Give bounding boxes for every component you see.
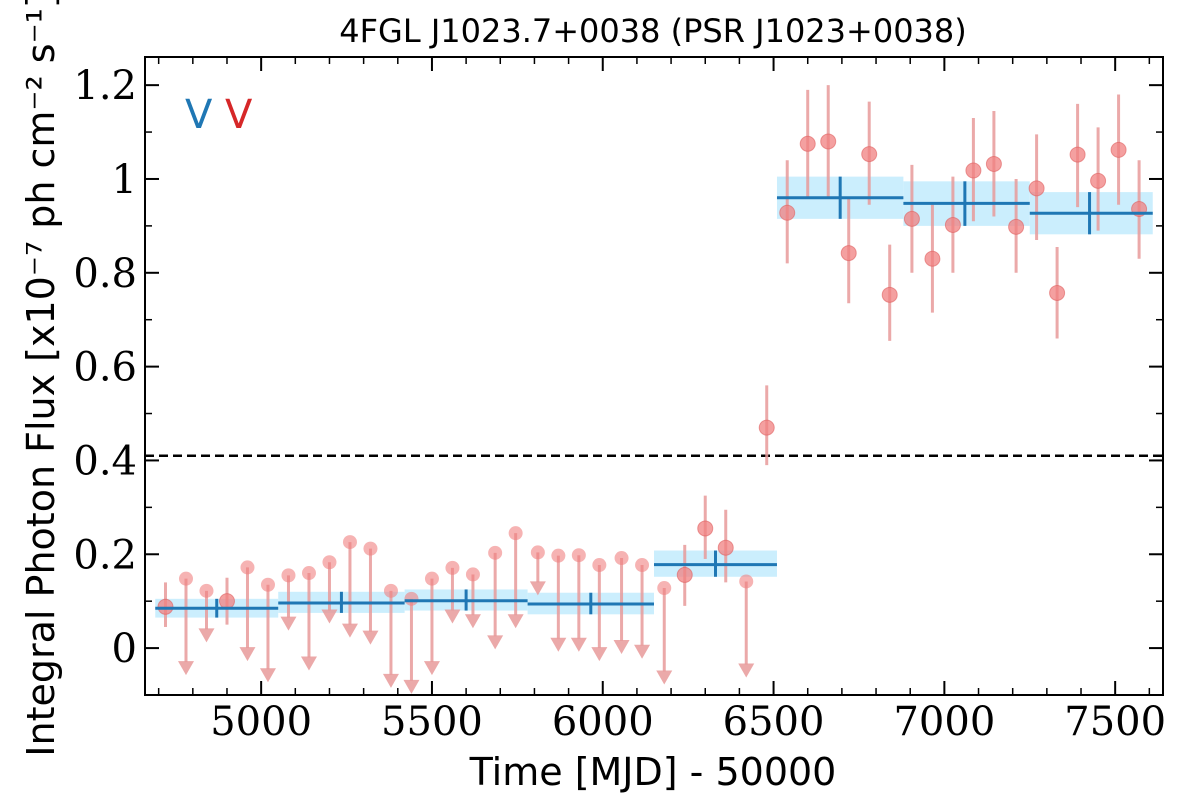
data-point (799, 135, 816, 152)
upper-limit-point (739, 574, 754, 589)
data-point (676, 566, 693, 583)
data-point (779, 204, 796, 221)
data-point (965, 162, 982, 179)
data-point (218, 593, 235, 610)
upper-limit-point (301, 566, 316, 581)
data-point (1110, 141, 1127, 158)
upper-limit-point (592, 558, 607, 573)
upper-limit-point (530, 545, 545, 560)
x-axis-label: Time [MJD] - 50000 (469, 750, 837, 794)
upper-limit-point (322, 555, 337, 570)
data-point (758, 419, 775, 436)
data-point (881, 286, 898, 303)
upper-limit-arrowhead (239, 647, 256, 662)
upper-limit-point (571, 548, 586, 563)
upper-limit-arrowhead (507, 614, 524, 629)
upper-limit-arrowhead (321, 609, 338, 624)
upper-limit-point (281, 568, 296, 583)
data-point (820, 133, 837, 150)
y-tick-label: 1.2 (73, 63, 137, 109)
upper-limit-arrowhead (487, 635, 504, 650)
upper-limit-arrowhead (738, 663, 755, 678)
upper-limit-arrowhead (403, 679, 420, 694)
upper-limit-point (424, 571, 439, 586)
upper-limit-arrowhead (198, 628, 215, 643)
plot-area: 5000 5500 6000 6500 7000 7500 0 0.2 0.4 0.6 0.8 1 1.… (73, 56, 1166, 745)
data-point (1008, 218, 1025, 235)
upper-limit-point (199, 583, 214, 598)
x-tick-label: 7000 (893, 699, 995, 745)
data-point (861, 146, 878, 163)
upper-limit-point (635, 558, 650, 573)
upper-limit-arrowhead (341, 623, 358, 638)
upper-limit-arrowhead (423, 661, 440, 676)
chart-title: 4FGL J1023.7+0038 (PSR J1023+0038) (339, 12, 967, 50)
data-point (717, 539, 734, 556)
data-point (944, 216, 961, 233)
upper-limit-point (342, 535, 357, 550)
data-point (1049, 284, 1066, 301)
upper-limit-arrowhead (591, 647, 608, 662)
upper-limit-point (488, 545, 503, 560)
upper-limit-point (363, 541, 378, 556)
upper-limit-arrowhead (656, 670, 673, 685)
legend-mark: V (185, 92, 213, 138)
upper-limit-arrowhead (300, 656, 317, 671)
legend-mark: V (225, 92, 253, 138)
y-axis-label: Integral Photon Flux [x10⁻⁷ ph cm⁻² s⁻¹] (19, 0, 63, 757)
upper-limit-arrowhead (634, 644, 651, 659)
y-tick-label: 0.4 (73, 438, 137, 484)
upper-limit-point (240, 560, 255, 575)
upper-limit-arrowhead (464, 614, 481, 629)
upper-limit-point (404, 591, 419, 606)
upper-limit-point (445, 560, 460, 575)
data-point (697, 520, 714, 537)
x-tick-label: 5000 (210, 699, 312, 745)
data-point (1028, 180, 1045, 197)
upper-limit-arrowhead (570, 637, 587, 652)
y-tick-label: 0.6 (73, 345, 137, 391)
upper-limit-point (657, 581, 672, 596)
data-point (840, 245, 857, 262)
upper-limit-arrowhead (177, 661, 194, 676)
upper-limit-arrowhead (382, 673, 399, 688)
data-point (903, 210, 920, 227)
upper-limit-point (383, 583, 398, 598)
y-tick-label: 1 (112, 157, 137, 203)
upper-limit-point (551, 548, 566, 563)
y-tick-label: 0.8 (73, 251, 137, 297)
upper-limit-point (178, 571, 193, 586)
upper-limit-arrowhead (280, 616, 297, 631)
upper-limit-arrowhead (362, 630, 379, 645)
upper-limit-arrowhead (613, 640, 630, 655)
upper-limit-point (465, 567, 480, 582)
y-tick-label: 0 (112, 626, 137, 672)
data-point (1090, 172, 1107, 189)
upper-limit-point (508, 526, 523, 541)
x-tick-label: 6500 (723, 699, 825, 745)
x-tick-label: 6000 (552, 699, 654, 745)
x-tick-label: 5500 (381, 699, 483, 745)
data-point (924, 250, 941, 267)
upper-limit-point (614, 551, 629, 566)
upper-limit-point (260, 577, 275, 592)
data-point (1069, 146, 1086, 163)
upper-limit-arrowhead (259, 668, 276, 683)
data-point (985, 155, 1002, 172)
x-tick-label: 7500 (1064, 699, 1166, 745)
upper-limit-arrowhead (550, 637, 567, 652)
y-tick-label: 0.2 (73, 532, 137, 578)
upper-limit-arrowhead (529, 581, 546, 596)
upper-limit-arrowhead (444, 609, 461, 624)
plot-frame (144, 56, 1164, 696)
